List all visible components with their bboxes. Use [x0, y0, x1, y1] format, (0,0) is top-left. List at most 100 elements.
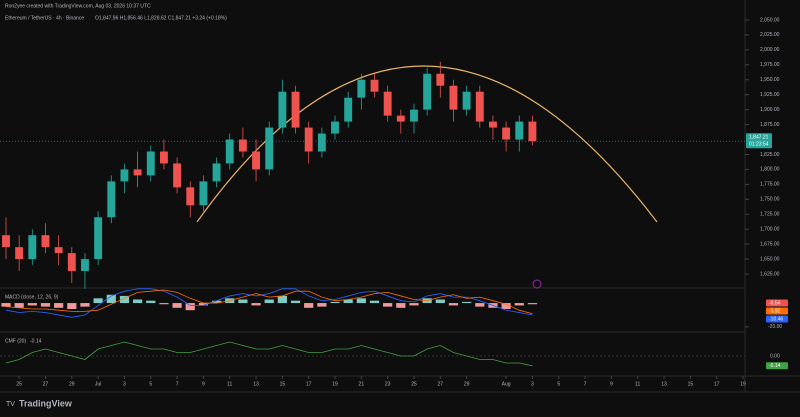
- y-tick-label: 1,750.00: [760, 197, 780, 203]
- candle-body: [67, 253, 76, 272]
- macd-histogram-bar: [211, 300, 222, 304]
- candle-body: [475, 91, 484, 122]
- candle-body: [225, 139, 234, 164]
- candle-body: [515, 121, 524, 140]
- x-tick-label: 3: [123, 381, 126, 387]
- x-tick-label: 9: [202, 381, 205, 387]
- candle-body: [199, 181, 208, 206]
- x-tick-label: 17: [714, 381, 720, 387]
- y-tick-label: 1,875.00: [760, 122, 780, 128]
- candle-body: [238, 139, 247, 152]
- x-tick-label: 29: [69, 381, 75, 387]
- macd-readout-box: [766, 299, 788, 307]
- macd-histogram-bar: [527, 303, 538, 305]
- candle-body: [41, 235, 50, 248]
- candle-body: [133, 169, 142, 176]
- event-icon: [532, 279, 542, 289]
- macd-histogram-bar: [290, 300, 301, 304]
- x-tick-label: 11: [635, 381, 640, 387]
- x-tick-label: Jul: [95, 381, 101, 387]
- candle-body: [81, 259, 89, 272]
- macd-histogram-bar: [277, 295, 287, 304]
- y-tick-label: 1,675.00: [760, 241, 780, 247]
- x-tick-label: 5: [557, 381, 560, 387]
- y-tick-label: 1,975.00: [760, 62, 780, 68]
- ohlc-readout: O1,847.96 H1,856.46 L1,828.62 C1,847.21 …: [95, 15, 227, 21]
- candle-body: [291, 91, 300, 128]
- macd-histogram-bar: [238, 299, 248, 304]
- y-tick-label: -20.00: [768, 324, 782, 330]
- candle-body: [488, 121, 497, 128]
- x-tick-label: 15: [688, 381, 694, 387]
- last-price-label: 1,847.21: [749, 135, 769, 141]
- y-tick-label: 2,000.00: [760, 47, 780, 53]
- candle-body: [186, 187, 195, 206]
- candle-body: [331, 121, 339, 134]
- cmf-value-label: -0.14: [769, 363, 781, 369]
- macd-histogram-bar: [133, 299, 143, 304]
- cmf-value-box: [766, 362, 788, 370]
- macd-histogram-bar: [448, 303, 459, 306]
- candle-body: [423, 73, 432, 110]
- y-tick-label: 1,925.00: [760, 92, 780, 98]
- x-tick-label: 25: [16, 381, 22, 387]
- cmf-line: [5, 341, 533, 367]
- candle-body: [436, 73, 445, 86]
- macd-histogram-bar: [317, 303, 327, 307]
- macd-histogram-bar: [185, 303, 195, 311]
- macd-histogram-bar: [80, 303, 90, 307]
- macd-line: [5, 288, 533, 318]
- macd-readout-box: [766, 307, 788, 315]
- y-tick-label: 1,950.00: [760, 77, 780, 83]
- x-tick-label: 13: [253, 381, 259, 387]
- macd-histogram-bar: [330, 301, 340, 304]
- y-tick-label: 1,725.00: [760, 212, 780, 218]
- macd-histogram-bar: [106, 294, 116, 304]
- candle-body: [28, 235, 37, 260]
- source: Ron2yee created with TradingView.com, Au…: [5, 3, 151, 9]
- y-tick-label: 1,775.00: [760, 182, 780, 188]
- x-tick-label: 7: [584, 381, 587, 387]
- candle-body: [94, 217, 103, 260]
- candle-body: [528, 121, 537, 142]
- macd-histogram-bar: [40, 303, 51, 307]
- macd-histogram-bar: [369, 300, 380, 304]
- macd-histogram-bar: [435, 299, 445, 304]
- candle-body: [357, 79, 366, 98]
- x-tick-label: 29: [464, 381, 470, 387]
- macd-title: MACD (close, 12, 26, 9): [5, 294, 59, 300]
- x-tick-label: 11: [227, 381, 232, 387]
- macd-histogram-bar: [501, 303, 511, 309]
- macd-histogram-bar: [93, 298, 103, 304]
- y-tick-label: 1,650.00: [760, 256, 780, 262]
- candle-body: [278, 91, 287, 128]
- y-tick-label: 1,800.00: [760, 167, 780, 173]
- macd-histogram-bar: [159, 303, 169, 305]
- cmf-readout: -0.14: [30, 338, 42, 344]
- x-tick-label: 13: [661, 381, 667, 387]
- macd-histogram-bar: [304, 303, 314, 308]
- candle-body: [2, 235, 10, 248]
- macd-readout: -5.92: [769, 308, 781, 314]
- macd-histogram-bar: [14, 303, 24, 308]
- countdown: 01:23:54: [749, 142, 769, 148]
- macd-histogram-bar: [119, 295, 130, 304]
- candle-body: [120, 169, 129, 182]
- macd-histogram-bar: [198, 303, 209, 306]
- macd-readout: -0.54: [769, 300, 781, 306]
- candle-body: [146, 151, 155, 176]
- x-tick-label: 21: [359, 381, 365, 387]
- y-tick-label: 0.00: [770, 353, 780, 359]
- candle-body: [449, 85, 458, 110]
- candle-body: [396, 115, 405, 122]
- x-tick-label: 3: [531, 381, 534, 387]
- x-tick-label: 5: [149, 381, 152, 387]
- x-tick-label: 23: [385, 381, 391, 387]
- candle-body: [173, 163, 182, 188]
- candle-body: [54, 247, 63, 254]
- brand-icon: TV: [6, 401, 15, 408]
- macd-histogram-bar: [172, 303, 182, 308]
